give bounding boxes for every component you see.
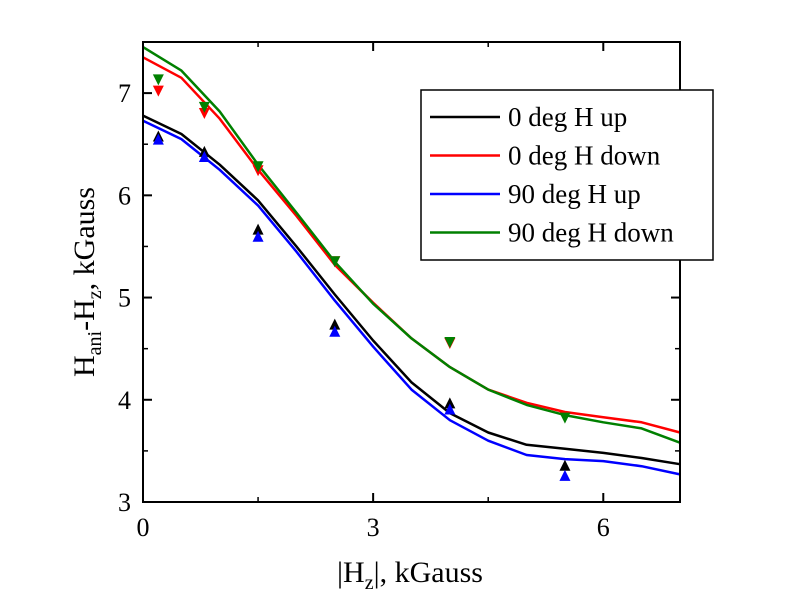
series-0-point-2: [252, 223, 264, 235]
legend: 0 deg H up 0 deg H down 90 deg H up 90 deg …: [420, 89, 714, 261]
y-tick-label-0: 3: [118, 488, 131, 517]
series-3-point-3: [329, 256, 341, 268]
series-2-point-3: [329, 325, 341, 337]
y-tick-label-1: 4: [118, 386, 131, 415]
series-3-point-0: [152, 74, 164, 86]
series-layer: [142, 46, 681, 481]
y-tick-label-4: 7: [118, 79, 131, 108]
series-3-point-2: [252, 161, 264, 173]
x-tick-label-1: 3: [367, 513, 380, 542]
series-0-point-4: [444, 397, 456, 409]
series-1-point-1: [198, 108, 210, 120]
series-1-point-0: [152, 85, 164, 97]
series-2-point-5: [559, 469, 571, 481]
series-2-point-2: [252, 230, 264, 242]
series-line-0: [142, 114, 681, 466]
plot-frame: [142, 41, 681, 503]
series-3-point-1: [198, 101, 210, 113]
legend-label-2: 90 deg H up: [508, 179, 641, 209]
x-axis-title: |Hz|, kGauss: [337, 556, 483, 594]
legend-label-3: 90 deg H down: [508, 218, 674, 248]
series-line-2: [142, 119, 681, 476]
y-tick-label-2: 5: [118, 284, 131, 313]
series-2-point-4: [444, 403, 456, 415]
series-2-point-0: [152, 133, 164, 145]
series-0-point-5: [559, 459, 571, 471]
series-3-point-4: [444, 337, 456, 349]
y-axis-title: Hani-Hz, kGauss: [68, 187, 106, 377]
legend-label-1: 0 deg H down: [508, 141, 661, 171]
y-tick-label-3: 6: [118, 181, 131, 210]
legend-label-0: 0 deg H up: [508, 102, 627, 132]
series-2-point-1: [198, 150, 210, 162]
x-tick-label-2: 6: [597, 513, 610, 542]
series-0-point-3: [329, 318, 341, 330]
series-3-point-5: [559, 412, 571, 424]
series-line-3: [142, 46, 681, 444]
x-tick-label-0: 0: [137, 513, 150, 542]
